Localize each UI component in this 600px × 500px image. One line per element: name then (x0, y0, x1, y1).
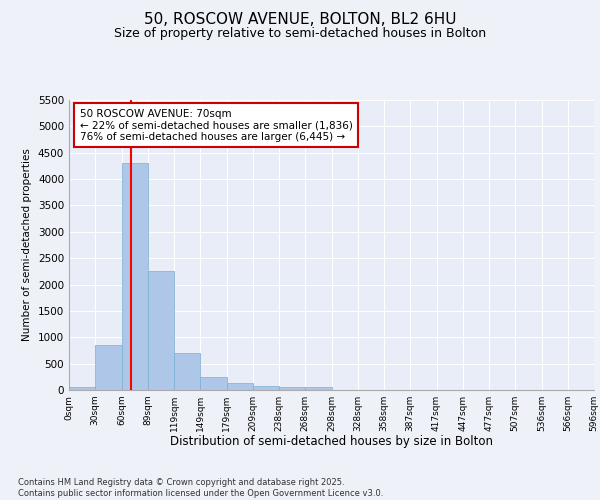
Bar (121, 164, 148, 390)
Bar (148, 272, 174, 390)
Bar (305, 388, 331, 390)
Text: 50, ROSCOW AVENUE, BOLTON, BL2 6HU: 50, ROSCOW AVENUE, BOLTON, BL2 6HU (144, 12, 456, 28)
X-axis label: Distribution of semi-detached houses by size in Bolton: Distribution of semi-detached houses by … (170, 436, 493, 448)
Bar (69, 388, 95, 390)
Bar (95, 345, 121, 390)
Bar (279, 387, 305, 390)
Text: 50 ROSCOW AVENUE: 70sqm
← 22% of semi-detached houses are smaller (1,836)
76% of: 50 ROSCOW AVENUE: 70sqm ← 22% of semi-de… (79, 108, 352, 142)
Bar (227, 383, 253, 390)
Text: Size of property relative to semi-detached houses in Bolton: Size of property relative to semi-detach… (114, 28, 486, 40)
Bar (253, 386, 279, 390)
Bar (200, 377, 227, 390)
Text: Contains HM Land Registry data © Crown copyright and database right 2025.
Contai: Contains HM Land Registry data © Crown c… (18, 478, 383, 498)
Y-axis label: Number of semi-detached properties: Number of semi-detached properties (22, 148, 32, 342)
Bar (174, 353, 200, 390)
